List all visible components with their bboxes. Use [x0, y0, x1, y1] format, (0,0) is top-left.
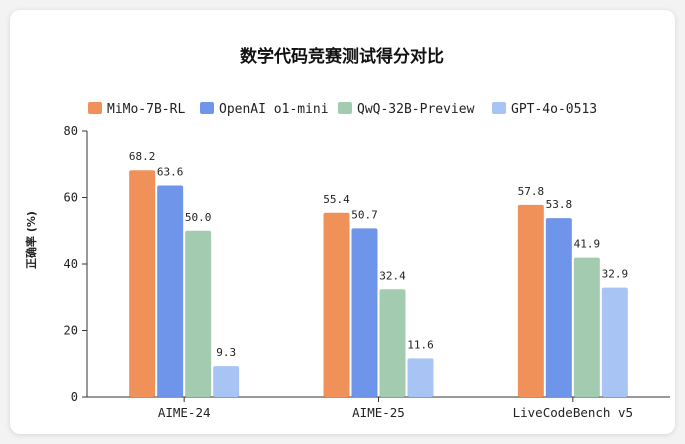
- bar: [213, 366, 240, 397]
- legend-swatch: [200, 102, 214, 114]
- legend-label: OpenAI o1-mini: [219, 102, 329, 117]
- bar: [573, 257, 600, 397]
- bar-value-label: 63.6: [157, 166, 184, 179]
- bar: [351, 228, 378, 397]
- y-tick-label: 40: [64, 257, 78, 271]
- legend-label: MiMo-7B-RL: [107, 102, 185, 117]
- chart-card: 数学代码竞赛测试得分对比 MiMo-7B-RL OpenAI o1-mini QwQ…: [10, 10, 675, 434]
- legend-label: GPT-4o-0513: [511, 102, 597, 117]
- legend: MiMo-7B-RL OpenAI o1-mini QwQ-32B-Preview G…: [88, 102, 597, 117]
- bar: [185, 230, 212, 397]
- bar-value-label: 9.3: [216, 346, 236, 359]
- bar: [323, 212, 350, 397]
- bar-value-label: 68.2: [129, 150, 156, 163]
- bar-chart: 数学代码竞赛测试得分对比 MiMo-7B-RL OpenAI o1-mini QwQ…: [24, 46, 670, 420]
- bar: [601, 287, 628, 397]
- bars: 68.263.6 50.0 9.3 55.450.7 32.4 11.6 57.853.8 4…: [129, 150, 628, 397]
- bar-value-label: 53.8: [546, 198, 573, 211]
- bar: [517, 204, 544, 397]
- axes: 0 20 40 60 80 AIME-24 AIME-25 LiveCodeBench v5: [64, 124, 670, 420]
- y-tick-label: 80: [64, 124, 78, 138]
- legend-swatch: [338, 102, 352, 114]
- y-tick-label: 20: [64, 324, 78, 338]
- x-tick-label: AIME-24: [158, 405, 211, 420]
- legend-swatch: [88, 102, 102, 114]
- bar-value-label: 41.9: [574, 238, 601, 251]
- bar-value-label: 55.4: [323, 193, 350, 206]
- legend-label: QwQ-32B-Preview: [357, 102, 475, 117]
- bar-value-label: 57.8: [518, 185, 545, 198]
- bar-value-label: 32.9: [602, 268, 629, 281]
- legend-swatch: [492, 102, 506, 114]
- bar: [379, 289, 406, 397]
- x-tick-label: LiveCodeBench v5: [513, 405, 633, 420]
- x-tick-label: AIME-25: [352, 405, 405, 420]
- bar-value-label: 11.6: [407, 338, 434, 351]
- bar-value-label: 50.7: [351, 208, 378, 221]
- y-axis-label: 正确率 (%): [24, 211, 38, 269]
- bar: [129, 170, 156, 397]
- bar-value-label: 50.0: [185, 211, 212, 224]
- y-tick-label: 60: [64, 191, 78, 205]
- bar: [545, 218, 572, 397]
- bar-value-label: 32.4: [379, 269, 406, 282]
- chart-title: 数学代码竞赛测试得分对比: [240, 46, 444, 67]
- bar: [157, 185, 184, 397]
- y-tick-label: 0: [71, 390, 78, 404]
- bar: [407, 358, 434, 397]
